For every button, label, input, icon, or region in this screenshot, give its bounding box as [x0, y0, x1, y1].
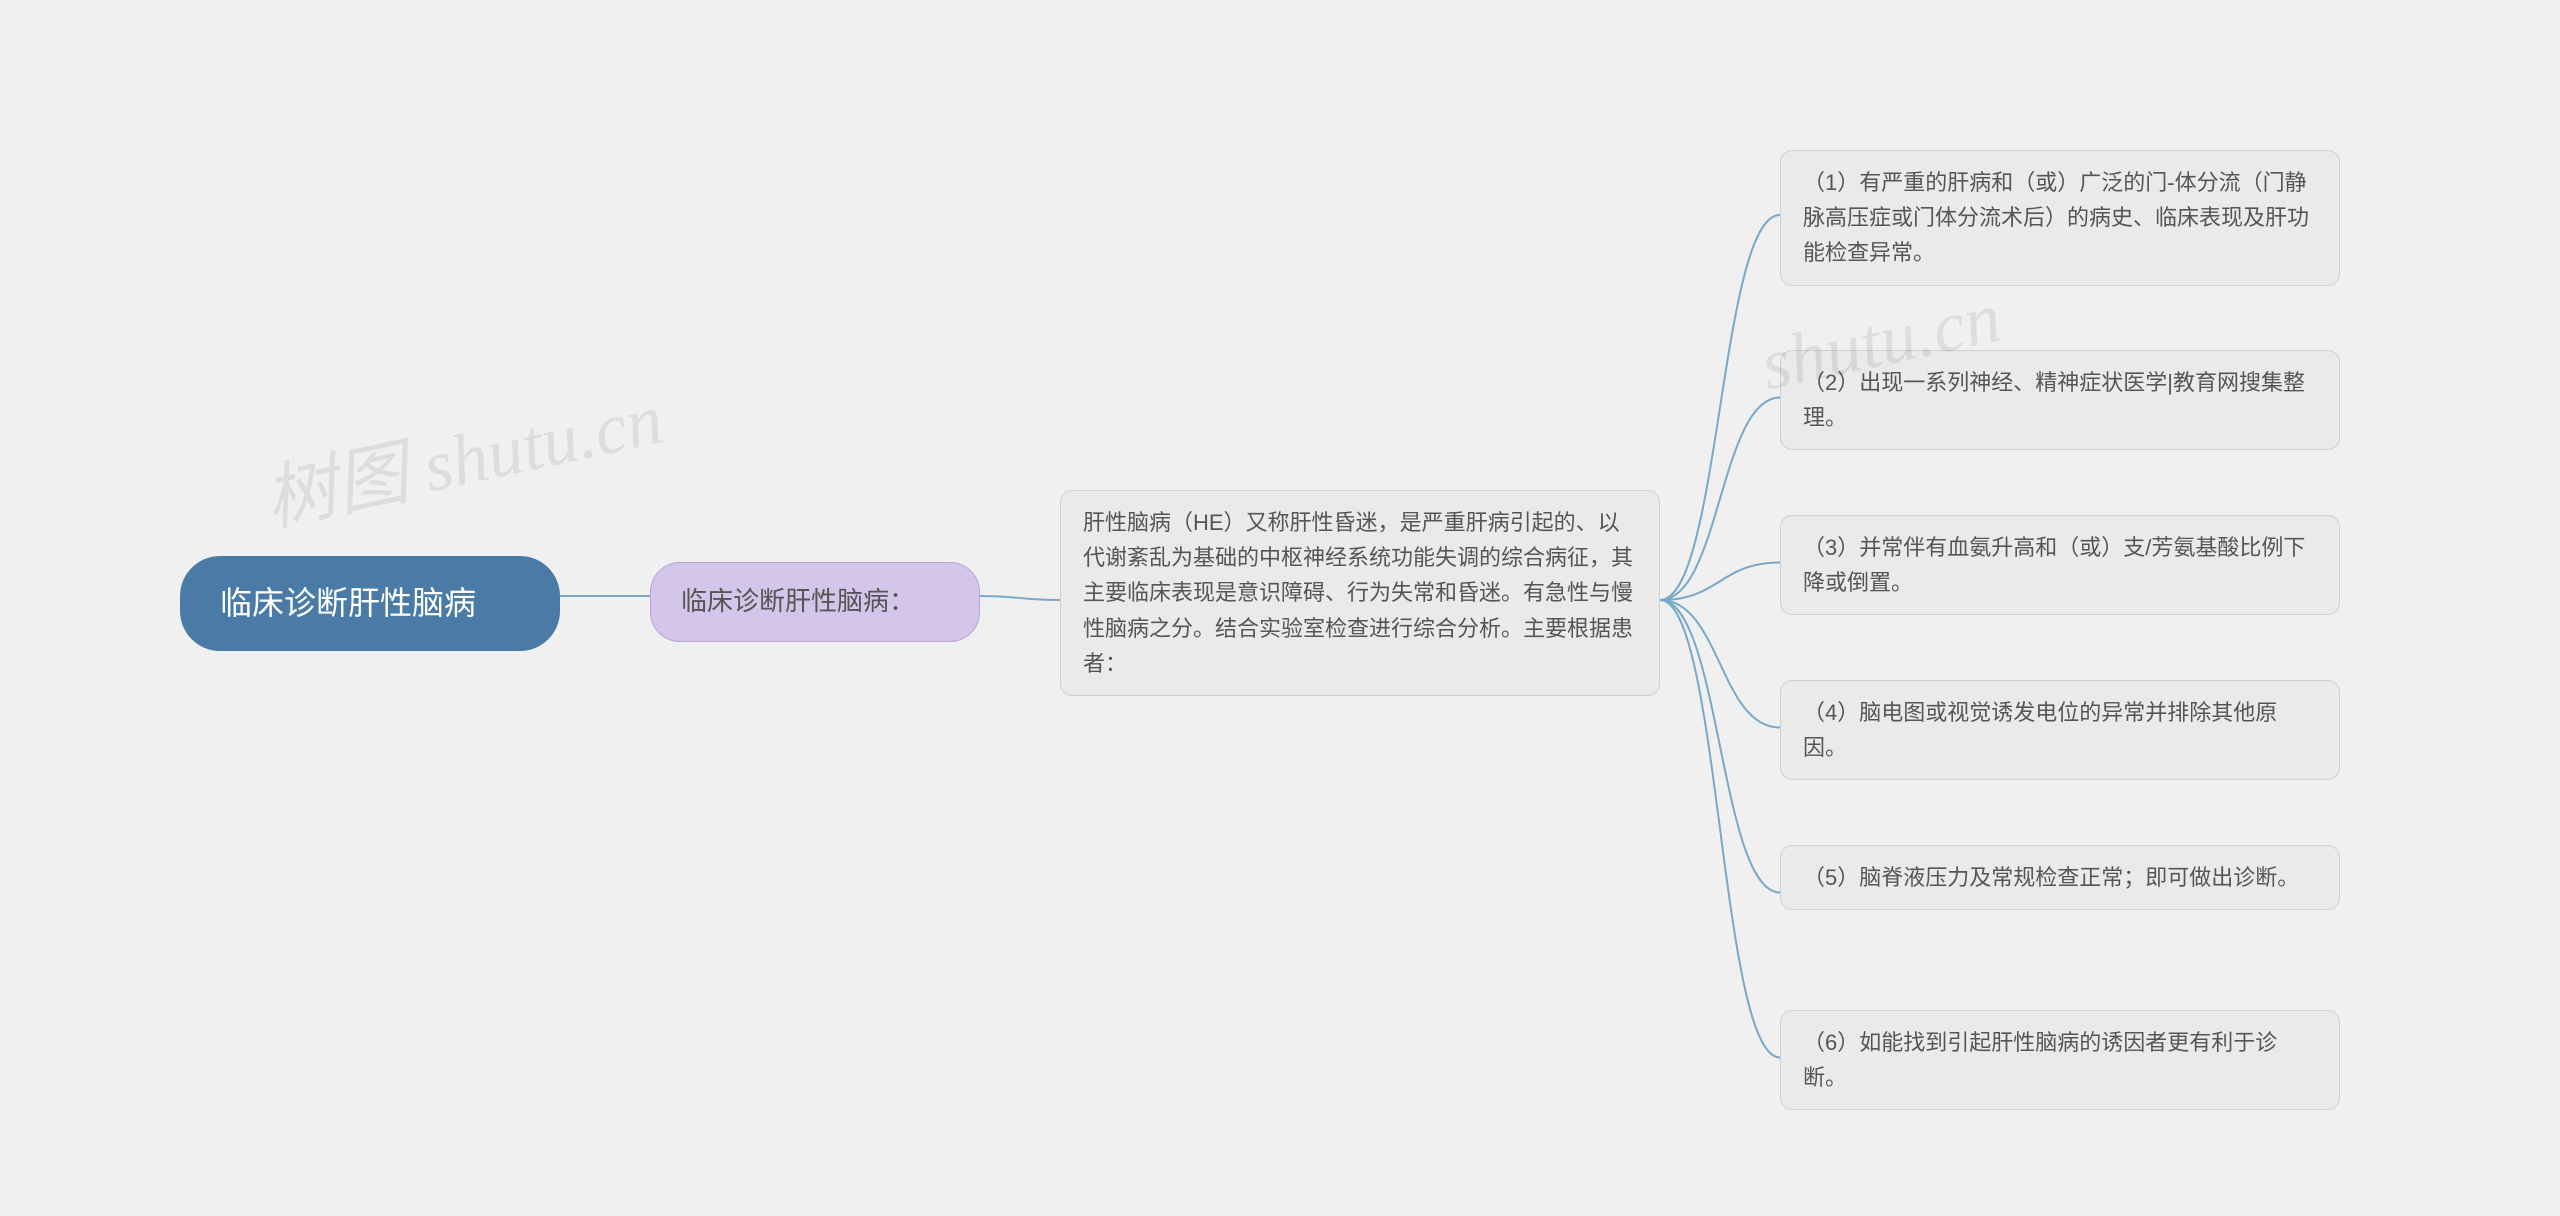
root-node: 临床诊断肝性脑病 — [180, 556, 560, 651]
watermark-1: 树图 shutu.cn — [253, 359, 670, 546]
leaf-node-1: （1）有严重的肝病和（或）广泛的门-体分流（门静脉高压症或门体分流术后）的病史、… — [1780, 150, 2340, 286]
level2-text: 肝性脑病（HE）又称肝性昏迷，是严重肝病引起的、以代谢紊乱为基础的中枢神经系统功… — [1083, 510, 1633, 676]
mindmap-canvas: 临床诊断肝性脑病 临床诊断肝性脑病： 肝性脑病（HE）又称肝性昏迷，是严重肝病引… — [0, 0, 2560, 1216]
leaf-text-6: （6）如能找到引起肝性脑病的诱因者更有利于诊断。 — [1803, 1030, 2277, 1090]
leaf-text-5: （5）脑脊液压力及常规检查正常；即可做出诊断。 — [1803, 865, 2299, 890]
leaf-node-3: （3）并常伴有血氨升高和（或）支/芳氨基酸比例下降或倒置。 — [1780, 515, 2340, 615]
leaf-text-2: （2）出现一系列神经、精神症状医学|教育网搜集整理。 — [1803, 370, 2305, 430]
root-text: 临床诊断肝性脑病 — [220, 585, 476, 621]
leaf-text-4: （4）脑电图或视觉诱发电位的异常并排除其他原因。 — [1803, 700, 2277, 760]
leaf-text-1: （1）有严重的肝病和（或）广泛的门-体分流（门静脉高压症或门体分流术后）的病史、… — [1803, 170, 2309, 265]
level2-node: 肝性脑病（HE）又称肝性昏迷，是严重肝病引起的、以代谢紊乱为基础的中枢神经系统功… — [1060, 490, 1660, 696]
leaf-node-6: （6）如能找到引起肝性脑病的诱因者更有利于诊断。 — [1780, 1010, 2340, 1110]
level1-node: 临床诊断肝性脑病： — [650, 562, 980, 642]
leaf-node-4: （4）脑电图或视觉诱发电位的异常并排除其他原因。 — [1780, 680, 2340, 780]
leaf-node-5: （5）脑脊液压力及常规检查正常；即可做出诊断。 — [1780, 845, 2340, 910]
leaf-text-3: （3）并常伴有血氨升高和（或）支/芳氨基酸比例下降或倒置。 — [1803, 535, 2305, 595]
leaf-node-2: （2）出现一系列神经、精神症状医学|教育网搜集整理。 — [1780, 350, 2340, 450]
level1-text: 临床诊断肝性脑病： — [681, 586, 915, 616]
